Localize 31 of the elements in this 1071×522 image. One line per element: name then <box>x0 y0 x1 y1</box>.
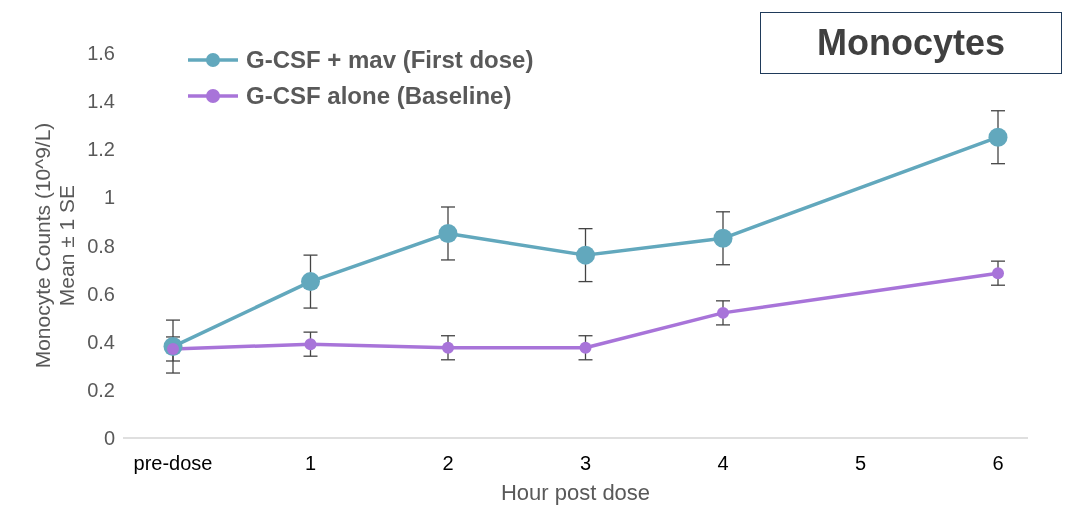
y-tick-label: 1.6 <box>87 42 115 65</box>
x-axis-title: Hour post dose <box>500 480 651 505</box>
point <box>442 341 454 354</box>
x-tick-label: 4 <box>717 452 729 475</box>
y-tick-label: 0.4 <box>87 330 115 353</box>
y-tick-label: 1 <box>103 186 115 209</box>
point <box>717 306 729 319</box>
x-tick-label: 3 <box>579 452 592 475</box>
y-axis-title: Monocyte Counts (10^9/L) Mean ± 1 SE <box>31 122 78 369</box>
point <box>992 267 1004 280</box>
point <box>988 127 1008 147</box>
point <box>438 223 458 243</box>
x-tick-label: pre-dose <box>133 452 213 475</box>
y-tick-label: 0.6 <box>87 282 115 305</box>
x-tick-label: 2 <box>442 452 454 475</box>
point <box>301 272 320 292</box>
point <box>576 245 595 265</box>
x-tick-label: 5 <box>854 452 867 475</box>
legend-label: G-CSF alone (Baseline) <box>246 82 512 110</box>
y-tick-label: 1.2 <box>87 138 115 161</box>
point <box>579 341 592 354</box>
chart-title: Monocytes <box>760 12 1062 74</box>
y-tick-label: 0 <box>103 427 115 450</box>
y-tick-label: 1.4 <box>87 90 115 113</box>
point <box>713 228 733 248</box>
legend-label: G-CSF + mav (First dose) <box>246 46 534 74</box>
y-tick-label: 0.2 <box>87 378 115 401</box>
x-tick-label: 6 <box>992 452 1004 475</box>
point <box>304 338 317 351</box>
y-tick-label: 0.8 <box>87 234 115 257</box>
x-tick-label: 1 <box>304 452 317 475</box>
